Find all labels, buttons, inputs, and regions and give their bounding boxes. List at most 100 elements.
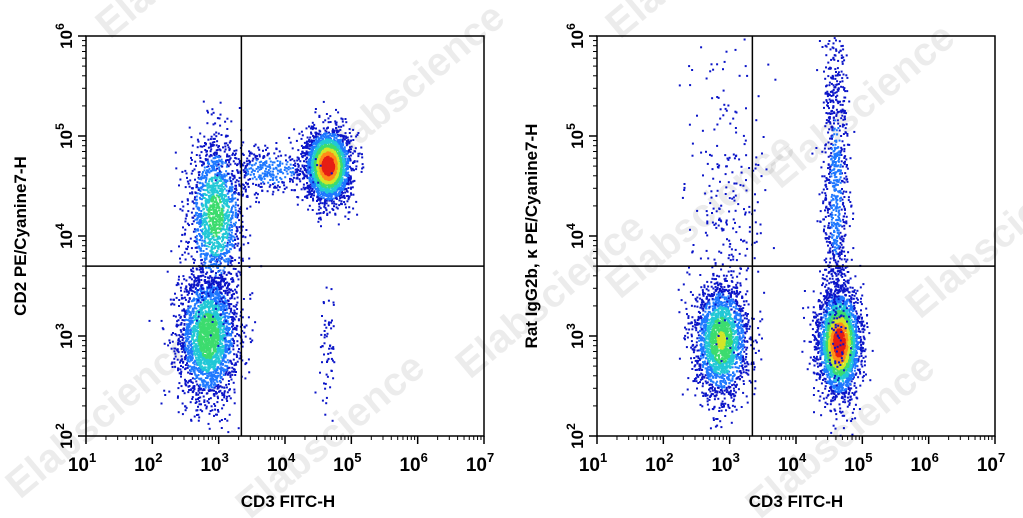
event-dot — [311, 139, 314, 142]
event-dot — [326, 212, 329, 215]
event-dot — [187, 391, 190, 394]
event-dot — [235, 187, 238, 190]
event-dot — [309, 180, 312, 182]
event-dot — [223, 173, 226, 176]
event-dot — [209, 298, 212, 301]
event-dot — [207, 294, 210, 297]
event-dot — [214, 315, 217, 318]
event-dot — [217, 374, 220, 377]
event-dot — [318, 205, 321, 208]
event-dot — [255, 200, 258, 203]
event-dot — [215, 191, 218, 194]
event-dot — [208, 277, 211, 280]
event-dot — [209, 293, 212, 296]
event-dot — [199, 304, 202, 307]
event-dot — [202, 100, 205, 103]
event-dot — [190, 373, 193, 375]
event-dot — [202, 222, 205, 225]
event-dot — [198, 305, 201, 308]
event-dot — [225, 174, 228, 177]
event-dot — [228, 366, 231, 369]
event-dot — [199, 313, 202, 316]
event-dot — [199, 370, 201, 373]
event-dot — [209, 231, 212, 234]
event-dot — [218, 179, 221, 182]
event-dot — [182, 360, 185, 363]
event-dot — [230, 264, 233, 267]
event-dot — [223, 194, 226, 196]
event-dot — [342, 187, 345, 190]
event-dot — [192, 335, 195, 338]
event-dot — [223, 241, 226, 244]
event-dot — [185, 347, 188, 350]
event-dot — [323, 205, 326, 208]
event-dot — [193, 304, 196, 307]
event-dot — [237, 262, 240, 264]
event-dot — [178, 382, 181, 385]
event-dot — [230, 231, 233, 234]
event-dot — [213, 254, 216, 257]
event-dot — [220, 249, 223, 252]
event-dot — [197, 397, 200, 399]
event-dot — [201, 298, 204, 301]
event-dot — [195, 279, 198, 282]
event-dot — [201, 182, 204, 185]
event-dot — [189, 379, 192, 381]
event-dot — [190, 381, 193, 383]
event-dot — [223, 187, 226, 190]
event-dot — [221, 367, 224, 370]
event-dot — [223, 277, 226, 280]
event-dot — [211, 191, 214, 194]
event-dot — [184, 298, 187, 301]
event-dot — [214, 232, 217, 235]
event-dot — [214, 361, 217, 364]
event-dot — [203, 307, 206, 310]
event-dot — [225, 159, 227, 162]
event-dot — [312, 148, 314, 151]
event-dot — [245, 362, 248, 364]
event-dot — [227, 191, 230, 194]
event-dot — [196, 376, 199, 379]
event-dot — [222, 404, 225, 407]
event-dot — [230, 307, 233, 310]
event-dot — [308, 140, 311, 143]
event-dot — [205, 354, 208, 357]
event-dot — [347, 162, 350, 165]
event-dot — [213, 154, 216, 156]
event-dot — [191, 320, 194, 323]
event-dot — [313, 135, 316, 138]
event-dot — [297, 157, 300, 160]
event-dot — [183, 308, 185, 311]
event-dot — [192, 270, 195, 273]
event-dot — [253, 193, 256, 196]
event-dot — [218, 228, 221, 231]
event-dot — [315, 139, 318, 142]
event-dot — [206, 109, 209, 112]
event-dot — [325, 130, 328, 133]
event-dot — [208, 178, 211, 181]
event-dot — [335, 206, 338, 209]
event-dot — [227, 155, 230, 158]
event-dot — [348, 140, 351, 143]
event-dot — [187, 359, 190, 362]
event-dot — [200, 247, 202, 250]
event-dot — [204, 377, 207, 379]
event-dot — [332, 133, 334, 136]
event-dot — [200, 285, 203, 288]
event-dot — [236, 296, 239, 299]
event-dot — [212, 219, 214, 222]
event-dot — [221, 190, 224, 193]
event-dot — [237, 210, 240, 213]
event-dot — [206, 356, 209, 359]
event-dot — [219, 336, 222, 339]
event-dot — [193, 297, 195, 300]
event-dot — [210, 344, 212, 347]
event-dot — [193, 415, 196, 418]
event-dot — [217, 132, 220, 135]
event-dot — [200, 217, 203, 220]
event-dot — [335, 189, 338, 192]
event-dot — [237, 334, 240, 337]
event-dot — [224, 145, 227, 148]
event-dot — [307, 172, 310, 175]
event-dot — [202, 171, 204, 174]
